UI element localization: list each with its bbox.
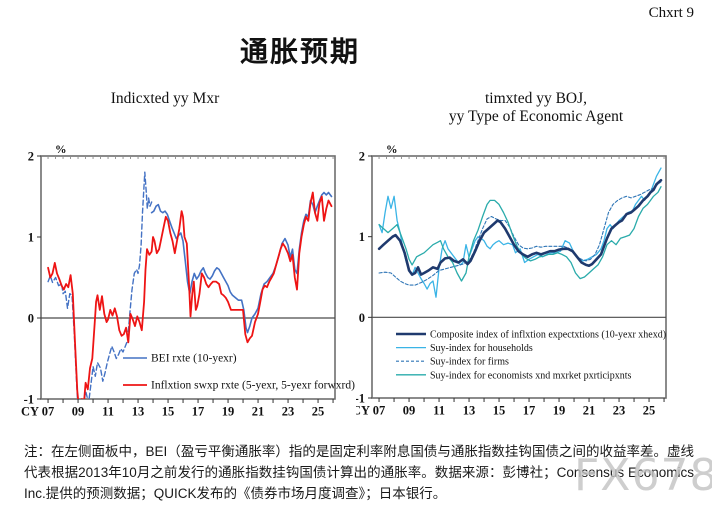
y-axis-unit-label: % <box>386 144 398 156</box>
y-tick-label: 1 <box>359 230 365 244</box>
x-tick-label: 11 <box>433 404 445 418</box>
series-line-inflxtion-swxp-rxte-5-yexr-5-yexr-forwxrd <box>47 191 333 399</box>
footnote: 注：在左侧面板中，BEI（盈亏平衡通胀率）指的是固定利率附息国债与通胀指数挂钩国… <box>24 444 694 501</box>
left-chart-subtitle-line1: Indicxted yy Mxr <box>110 90 220 107</box>
series-line-composite-index-of-inflxtion-expectxtions-10-yexr-xhexd <box>377 178 663 276</box>
y-tick-label: 0 <box>28 312 34 326</box>
y-tick-label: 0 <box>359 311 365 325</box>
x-axis-prefix-label: CY <box>21 405 39 419</box>
series-line-suy-index-for-economists-xnd-mxrket-pxrticipxnts <box>378 186 662 282</box>
y-tick-label: 1 <box>28 231 34 245</box>
legend-label-composite-index-of-inflxtion-expectxtions-10-yexr-xhexd: Composite index of inflxtion expectxtion… <box>430 330 666 341</box>
legend-label-inflxtion-swxp-rxte-5-yexr-5-yexr-forwxrd: Inflxtion swxp rxte (5-yexr, 5-yexr forw… <box>151 380 355 392</box>
y-tick-label: 2 <box>28 150 34 164</box>
right-chart-subtitle-line1: timxted yy BOJ, <box>484 90 588 107</box>
right-chart-subtitle: timxted yy BOJ, yy Type of Economic Agen… <box>449 90 623 126</box>
y-tick-label: 2 <box>359 150 365 164</box>
x-tick-label: 15 <box>493 404 506 418</box>
plot-frame <box>40 155 336 400</box>
x-tick-label: 13 <box>463 404 476 418</box>
legend-label-bei-rxte-10-yexr: BEI rxte (10-yexr) <box>151 353 237 365</box>
x-tick-label: 13 <box>132 405 145 419</box>
plot-frame <box>371 155 667 399</box>
left-chart-subtitle: Indicxted yy Mxr <box>111 90 219 108</box>
x-tick-label: 11 <box>102 405 114 419</box>
x-tick-label: 09 <box>403 404 416 418</box>
chart-number-label: Chxrt 9 <box>648 5 694 21</box>
x-tick-label: 09 <box>72 405 85 419</box>
x-tick-label: 23 <box>282 405 295 419</box>
legend-label-suy-index-for-firms: Suy-index for firms <box>430 357 509 368</box>
x-tick-label: 07 <box>42 405 55 419</box>
x-tick-label: 17 <box>192 405 205 419</box>
x-tick-label: 19 <box>553 404 566 418</box>
legend-label-suy-index-for-households: Suy-index for households <box>430 343 533 354</box>
x-axis-prefix-label: CY <box>356 404 370 418</box>
series-group <box>377 167 663 298</box>
series-line-bei-rxte-10-yexr-pre-oct-2013-issues-dashed <box>47 171 154 399</box>
x-tick-label: 21 <box>252 405 265 419</box>
x-tick-label: 21 <box>583 404 596 418</box>
series-line-suy-index-for-firms <box>378 181 662 286</box>
x-tick-label: 17 <box>523 404 536 418</box>
x-tick-label: 25 <box>312 405 325 419</box>
x-tick-label: 25 <box>643 404 656 418</box>
right-chart-subtitle-line2: yy Type of Economic Agent <box>448 108 624 125</box>
series-line-suy-index-for-households <box>378 167 662 298</box>
legend-label-suy-index-for-economists-xnd-mxrket-pxrticipxnts: Suy-index for economists xnd mxrket pxrt… <box>430 370 631 381</box>
x-tick-label: 07 <box>373 404 386 418</box>
y-tick-label: -1 <box>24 393 34 407</box>
series-line-bei-rxte-10-yexr <box>150 191 333 334</box>
y-tick-label: -1 <box>356 392 365 406</box>
series-group <box>47 171 333 399</box>
page-title: 通胀预期 <box>239 36 361 67</box>
x-tick-label: 15 <box>162 405 175 419</box>
x-tick-label: 23 <box>613 404 626 418</box>
x-tick-label: 19 <box>222 405 235 419</box>
y-axis-unit-label: % <box>55 144 67 156</box>
